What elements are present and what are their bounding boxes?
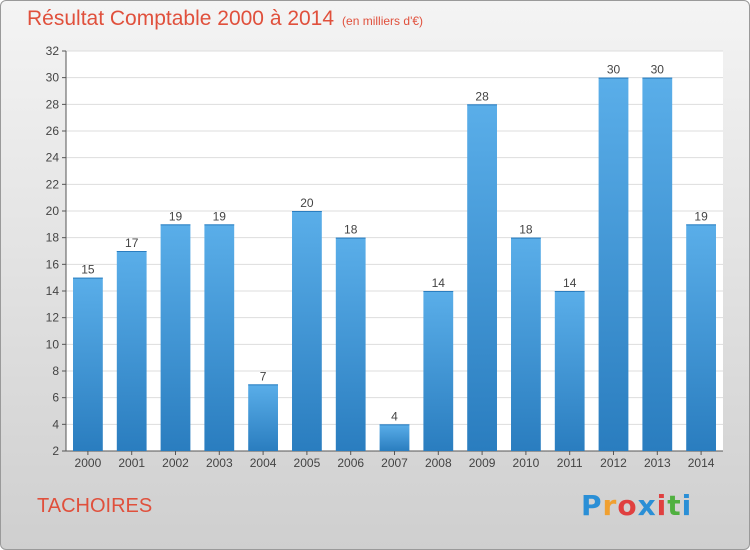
y-tick-label: 12: [46, 311, 60, 325]
data-label: 30: [607, 63, 621, 77]
x-tick-label: 2014: [688, 456, 715, 470]
x-tick-label: 2011: [557, 456, 583, 470]
y-tick-label: 10: [46, 337, 60, 351]
logo-letter: r: [602, 489, 618, 522]
y-tick-label: 24: [46, 151, 60, 165]
data-label: 7: [260, 369, 267, 383]
y-tick-label: 28: [46, 97, 60, 111]
x-tick-label: 2006: [337, 456, 364, 470]
logo-letter: P: [581, 489, 603, 522]
bar: [686, 224, 716, 451]
logo-letter: x: [637, 489, 657, 522]
bar: [642, 77, 673, 452]
y-tick-label: 18: [46, 231, 60, 245]
data-label: 15: [81, 263, 95, 277]
y-tick-label: 26: [46, 124, 60, 138]
proxiti-logo: Proxiti: [581, 489, 692, 522]
data-label: 18: [519, 223, 533, 237]
y-tick-label: 14: [46, 284, 60, 298]
x-tick-label: 2000: [75, 456, 102, 470]
y-tick-label: 6: [52, 391, 59, 405]
logo-letter: o: [617, 489, 638, 522]
chart-title: Résultat Comptable 2000 à 2014 (en millie…: [27, 7, 423, 31]
x-tick-label: 2012: [600, 456, 627, 470]
x-tick-label: 2010: [513, 456, 540, 470]
y-tick-label: 22: [46, 177, 60, 191]
data-label: 19: [213, 209, 227, 223]
x-tick-label: 2002: [162, 456, 189, 470]
bar: [379, 424, 410, 451]
bar: [160, 224, 191, 451]
y-tick-label: 8: [52, 364, 59, 378]
bar: [116, 251, 147, 451]
bar: [511, 237, 541, 451]
data-label: 30: [651, 63, 665, 77]
commune-name: TACHOIRES: [37, 495, 153, 517]
x-tick-label: 2004: [250, 456, 277, 470]
data-label: 17: [125, 236, 139, 250]
bar: [598, 77, 629, 452]
y-tick-label: 32: [46, 44, 60, 58]
data-label: 28: [475, 89, 489, 103]
bar: [467, 104, 497, 451]
bar: [335, 237, 366, 451]
data-label: 14: [432, 276, 446, 290]
y-tick-label: 20: [46, 204, 60, 218]
logo-letter: i: [681, 489, 693, 522]
bar: [204, 224, 235, 451]
x-tick-label: 2009: [469, 456, 496, 470]
title-text: Résultat Comptable 2000 à 2014: [27, 7, 335, 30]
unit-subtitle: (en milliers d'€): [342, 14, 424, 28]
y-tick-label: 30: [46, 71, 60, 85]
data-label: 18: [344, 223, 358, 237]
data-label: 19: [169, 209, 183, 223]
bar: [248, 384, 278, 451]
bar: [73, 277, 103, 451]
x-tick-label: 2007: [381, 456, 408, 470]
logo-letter: i: [656, 489, 668, 522]
logo-letter: t: [667, 489, 682, 522]
data-label: 14: [563, 276, 577, 290]
x-tick-label: 2001: [118, 456, 145, 470]
bar: [292, 211, 322, 451]
y-tick-label: 2: [52, 444, 59, 458]
x-tick-label: 2008: [425, 456, 452, 470]
x-tick-label: 2003: [206, 456, 233, 470]
bar: [554, 291, 585, 451]
x-tick-label: 2013: [644, 456, 671, 470]
y-tick-label: 4: [52, 417, 59, 431]
y-tick-label: 16: [46, 257, 60, 271]
data-label: 19: [694, 209, 708, 223]
bar: [423, 291, 454, 451]
data-label: 20: [300, 196, 314, 210]
x-tick-label: 2005: [294, 456, 321, 470]
data-label: 4: [391, 409, 398, 423]
